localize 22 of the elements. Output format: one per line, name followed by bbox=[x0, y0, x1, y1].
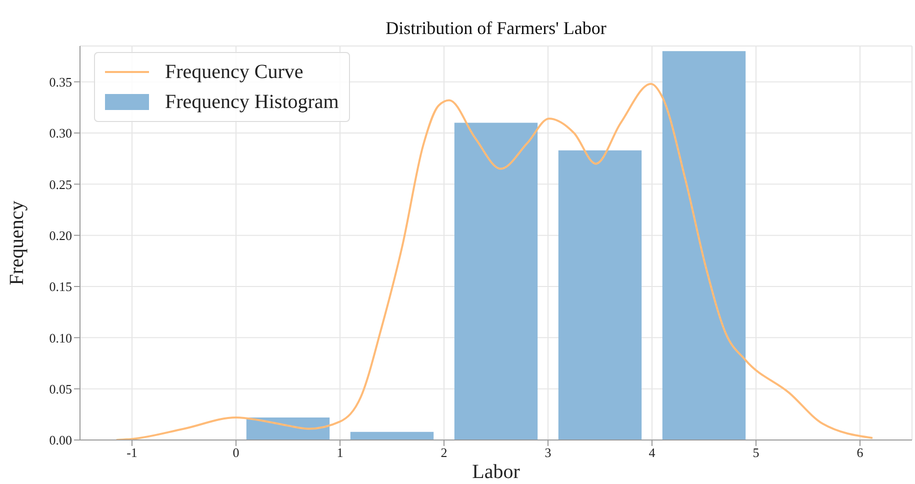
y-tick-label: 0.10 bbox=[49, 330, 72, 346]
y-tick-label: 0.30 bbox=[49, 126, 72, 141]
line-series bbox=[115, 82, 874, 440]
x-tick-label: 5 bbox=[752, 445, 760, 460]
x-tick-label: 1 bbox=[336, 445, 344, 460]
chart-title: Distribution of Farmers' Labor bbox=[384, 18, 608, 39]
y-axis-title: Frequency bbox=[6, 200, 28, 286]
x-tick-label: 0 bbox=[232, 445, 240, 460]
y-tick-label: 0.25 bbox=[49, 176, 72, 192]
y-tick-label: 0.05 bbox=[49, 381, 72, 396]
x-axis-title: Labor bbox=[472, 461, 520, 483]
y-tick-label: 0.15 bbox=[49, 279, 72, 294]
x-tick-label: 6 bbox=[856, 445, 864, 460]
x-tick-label: 4 bbox=[648, 445, 656, 460]
x-tick-label: -1 bbox=[126, 445, 138, 460]
legend-label: Frequency Histogram bbox=[165, 90, 339, 114]
legend-label: Frequency Curve bbox=[165, 60, 304, 84]
y-tick-label: 0.00 bbox=[49, 432, 72, 448]
y-tick-label: 0.35 bbox=[49, 74, 72, 90]
x-tick-label: 3 bbox=[544, 445, 552, 460]
x-tick-label: 2 bbox=[440, 445, 448, 460]
y-tick-label: 0.20 bbox=[49, 228, 72, 243]
